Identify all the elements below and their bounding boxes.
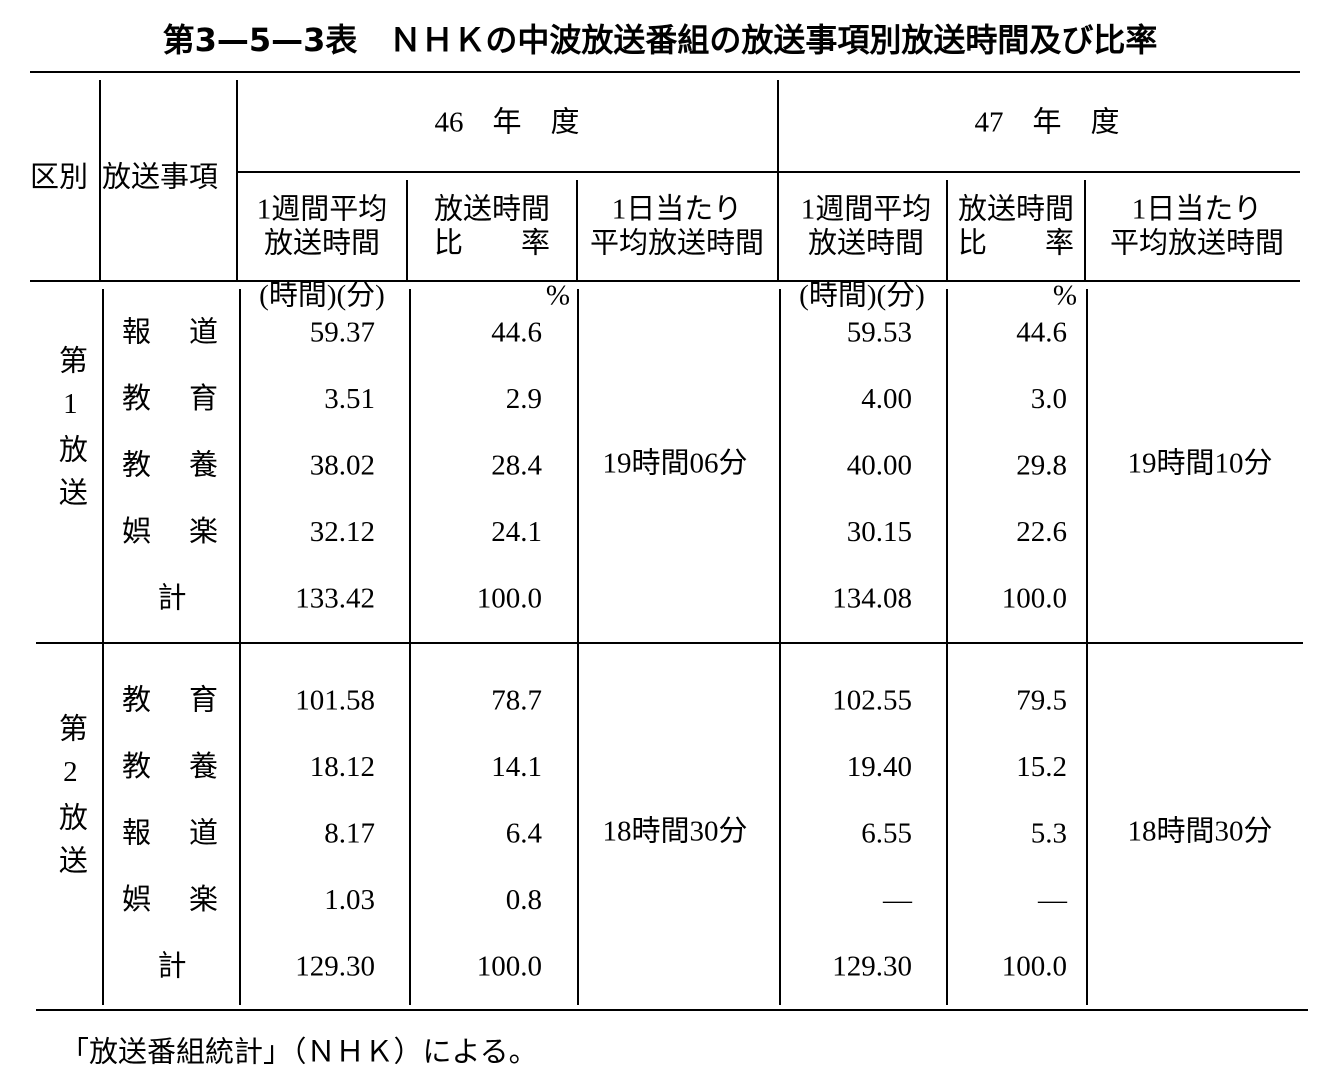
column-header: 1日当たり [612, 193, 743, 226]
row-item: 娯楽 [122, 883, 256, 916]
cell-value: 0.8 [506, 884, 542, 916]
row-item: 娯楽 [122, 515, 256, 548]
row-item: 報道 [122, 316, 256, 349]
column-header: 比 率 [958, 227, 1074, 260]
cell-value: 22.6 [1016, 516, 1067, 548]
cell-value: 38.02 [310, 450, 375, 482]
cell-value: 19.40 [847, 751, 912, 783]
cell-value: 3.51 [324, 383, 375, 415]
cell-value: 59.37 [310, 317, 375, 349]
cell-value: 28.4 [491, 450, 542, 482]
column-header: 放送時間 [264, 227, 380, 260]
cell-value: 101.58 [295, 685, 375, 717]
group-label: 第1放送 [54, 345, 88, 520]
daily-time: 18時間30分 [602, 815, 747, 848]
cell-value: 32.12 [310, 516, 375, 548]
cell-value: 134.08 [832, 583, 912, 615]
row-item: 教育 [122, 684, 256, 717]
daily-time: 18時間30分 [1127, 815, 1272, 848]
table-rules [30, 71, 1308, 1011]
column-header: 平均放送時間 [1110, 227, 1284, 260]
cell-value: 4.00 [861, 383, 912, 415]
year-header: 47 年 度 [974, 106, 1119, 139]
column-header: 放送時間 [808, 227, 924, 260]
cell-value: 3.0 [1031, 383, 1067, 415]
cell-value: 133.42 [295, 583, 375, 615]
cell-value: 44.6 [1016, 317, 1067, 349]
group-label: 第2放送 [54, 713, 88, 888]
column-header: 1週間平均 [801, 193, 932, 226]
cell-value: 59.53 [847, 317, 912, 349]
daily-time: 19時間06分 [602, 447, 747, 480]
cell-value: 129.30 [295, 951, 375, 983]
item-header: 放送事項 [102, 161, 218, 194]
daily-time: 19時間10分 [1127, 447, 1272, 480]
column-header: 放送時間 [434, 193, 550, 226]
cell-value: 44.6 [491, 317, 542, 349]
column-header: 1日当たり [1132, 193, 1263, 226]
table-title: 第3—5—3表 ＮＨＫの中波放送番組の放送事項別放送時間及び比率 [163, 21, 1158, 59]
cell-value: 15.2 [1016, 751, 1067, 783]
cell-value: 5.3 [1031, 818, 1067, 850]
cell-value: 14.1 [491, 751, 542, 783]
row-item: 計 [157, 582, 186, 615]
cell-value: — [882, 884, 913, 916]
cell-value: 40.00 [847, 450, 912, 482]
cell-value: 24.1 [491, 516, 542, 548]
cell-value: 29.8 [1016, 450, 1067, 482]
division-header: 区別 [30, 162, 88, 194]
cell-value: 78.7 [491, 685, 542, 717]
cell-value: 30.15 [847, 516, 912, 548]
cell-value: 100.0 [1002, 583, 1067, 615]
source-note: 「放送番組統計」（ＮＨＫ）による。 [60, 1036, 538, 1069]
column-header: 放送時間 [958, 193, 1074, 226]
year-header: 46 年 度 [434, 106, 579, 139]
cell-value: 129.30 [832, 951, 912, 983]
unit-label: % [546, 280, 570, 312]
cell-value: 6.4 [506, 818, 543, 850]
row-item: 教養 [122, 449, 256, 482]
row-item: 計 [157, 950, 186, 983]
cell-value: 100.0 [477, 951, 542, 983]
column-header: 比 率 [434, 227, 550, 260]
unit-label: (時間)(分) [799, 279, 925, 312]
column-header: 1週間平均 [257, 193, 388, 226]
cell-value: 100.0 [477, 583, 542, 615]
unit-label: % [1053, 280, 1077, 312]
cell-value: 100.0 [1002, 951, 1067, 983]
row-item: 報道 [122, 817, 256, 850]
cell-value: 79.5 [1016, 685, 1067, 717]
cell-value: 18.12 [310, 751, 375, 783]
cell-value: 8.17 [324, 818, 375, 850]
cell-value: 1.03 [324, 884, 375, 916]
cell-value: — [1037, 884, 1068, 916]
cell-value: 6.55 [861, 818, 912, 850]
unit-label: (時間)(分) [259, 279, 385, 312]
cell-value: 2.9 [506, 383, 542, 415]
row-item: 教養 [122, 750, 256, 783]
row-item: 教育 [122, 382, 256, 415]
column-header: 平均放送時間 [590, 227, 764, 260]
cell-value: 102.55 [832, 685, 912, 717]
